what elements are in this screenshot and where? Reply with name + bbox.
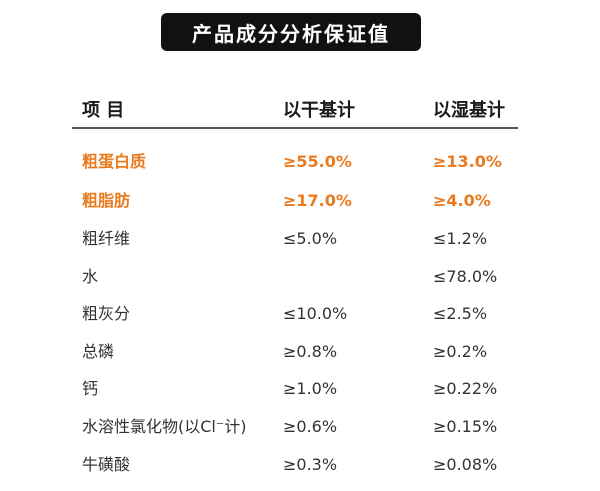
header-dry-basis: 以干基计 — [283, 100, 355, 121]
page-title: 产品成分分析保证值 — [192, 21, 390, 46]
table-row: 钙 ≥1.0% ≥0.22% — [0, 375, 600, 405]
table-row: 粗脂肪 ≥17.0% ≥4.0% — [0, 187, 600, 217]
table-row: 粗纤维 ≤5.0% ≤1.2% — [0, 225, 600, 255]
row-dry-value: ≥0.6% — [283, 417, 338, 436]
row-wet-value: ≥0.08% — [433, 455, 498, 474]
header-divider — [72, 127, 518, 129]
row-item: 粗灰分 — [82, 304, 131, 323]
row-wet-value: ≥4.0% — [433, 191, 491, 210]
row-wet-value: ≤1.2% — [433, 229, 488, 248]
row-dry-value: ≤5.0% — [283, 229, 338, 248]
row-wet-value: ≤2.5% — [433, 304, 488, 323]
row-item: 粗蛋白质 — [82, 152, 147, 171]
row-dry-value: ≥0.8% — [283, 342, 338, 361]
row-item: 水溶性氯化物(以Cl⁻计) — [82, 417, 247, 436]
row-item: 粗纤维 — [82, 229, 131, 248]
table-row: 水 ≤78.0% — [0, 263, 600, 293]
row-dry-value: ≥0.3% — [283, 455, 338, 474]
row-wet-value: ≥13.0% — [433, 152, 502, 171]
row-wet-value: ≥0.2% — [433, 342, 488, 361]
title-banner: 产品成分分析保证值 — [161, 13, 421, 51]
row-dry-value: ≤10.0% — [283, 304, 348, 323]
row-item: 粗脂肪 — [82, 191, 131, 210]
row-dry-value: ≥55.0% — [283, 152, 352, 171]
row-item: 钙 — [82, 379, 99, 398]
table-row: 粗蛋白质 ≥55.0% ≥13.0% — [0, 148, 600, 178]
row-dry-value: ≥17.0% — [283, 191, 352, 210]
row-item: 水 — [82, 267, 99, 286]
table-row: 水溶性氯化物(以Cl⁻计) ≥0.6% ≥0.15% — [0, 413, 600, 443]
row-dry-value: ≥1.0% — [283, 379, 338, 398]
table-row: 总磷 ≥0.8% ≥0.2% — [0, 338, 600, 368]
row-wet-value: ≤78.0% — [433, 267, 498, 286]
table-row: 粗灰分 ≤10.0% ≤2.5% — [0, 300, 600, 330]
row-wet-value: ≥0.22% — [433, 379, 498, 398]
row-wet-value: ≥0.15% — [433, 417, 498, 436]
row-item: 总磷 — [82, 342, 115, 361]
header-item: 项 目 — [82, 100, 125, 121]
table-header: 项 目 以干基计 以湿基计 — [0, 96, 600, 126]
header-wet-basis: 以湿基计 — [433, 100, 505, 121]
table-row: 牛磺酸 ≥0.3% ≥0.08% — [0, 451, 600, 481]
row-item: 牛磺酸 — [82, 455, 131, 474]
